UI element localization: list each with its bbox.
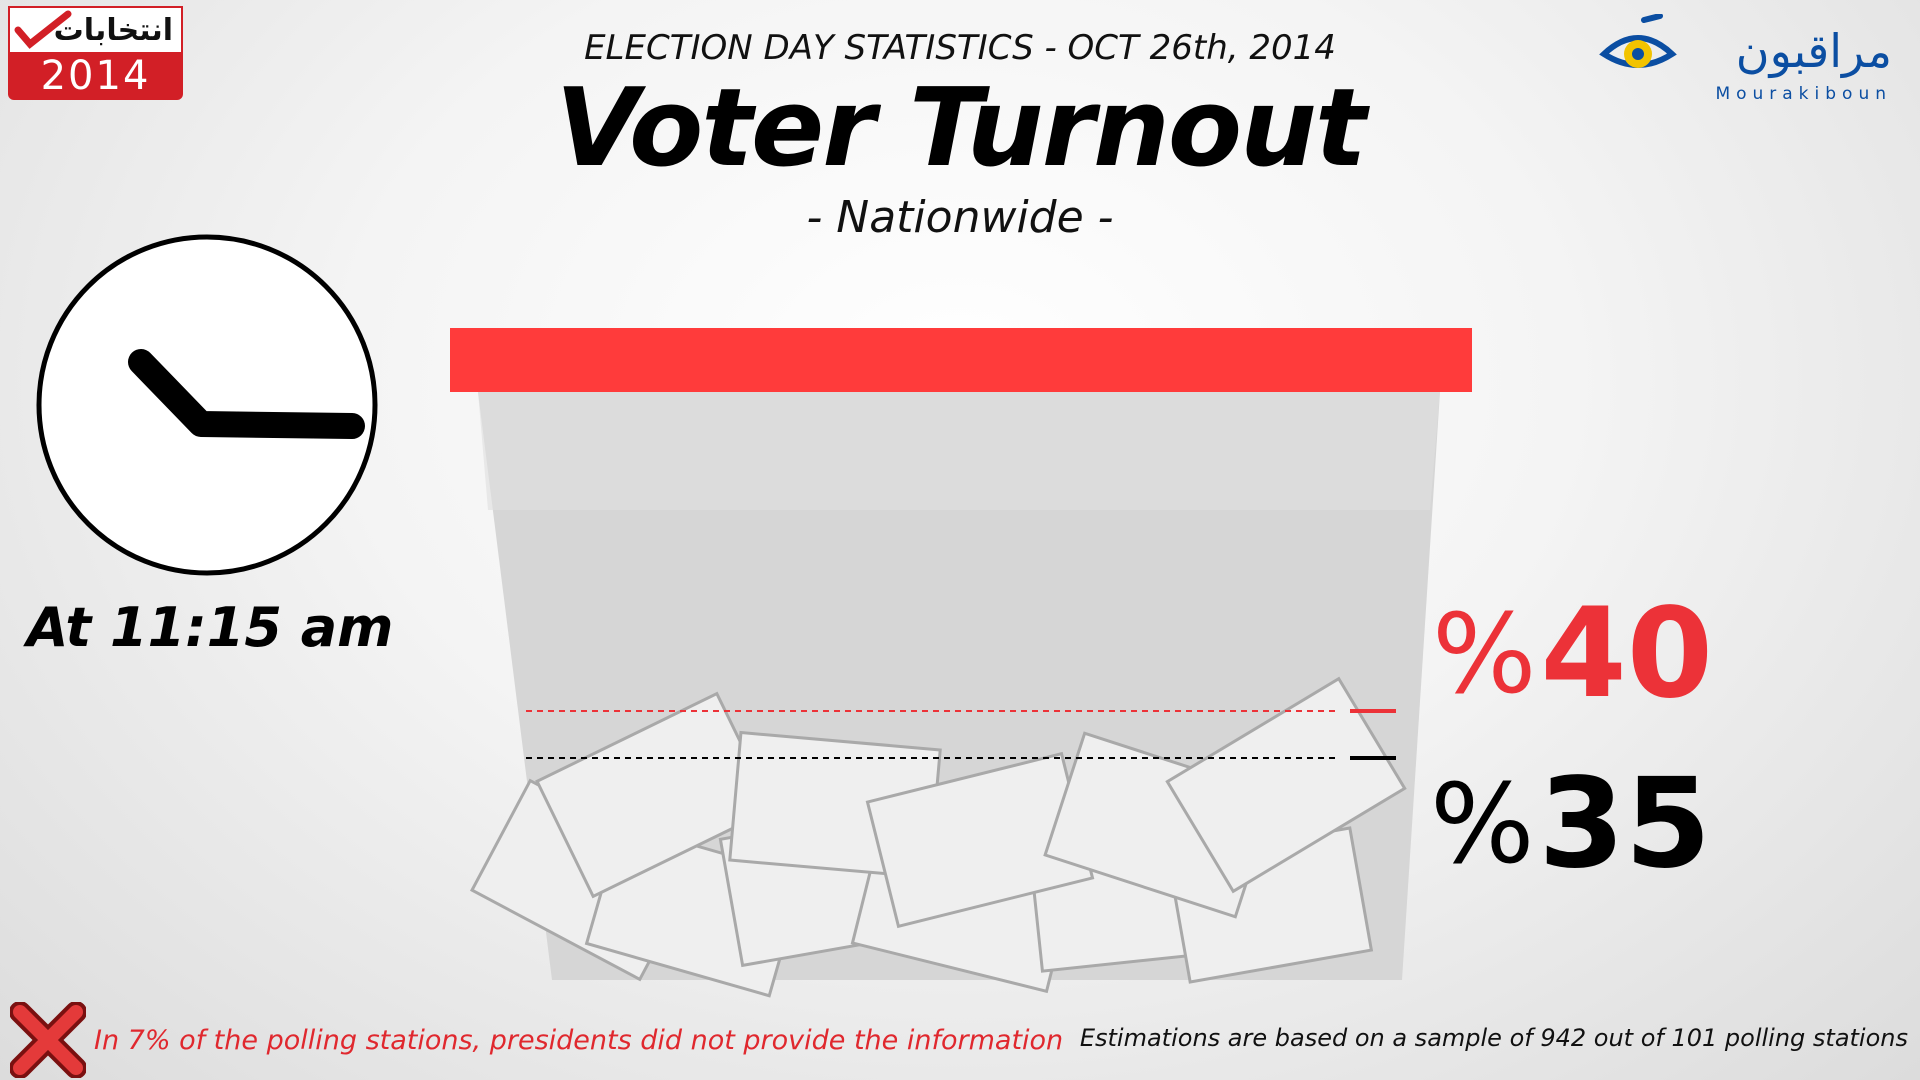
turnout-high-value: % 40 xyxy=(1432,592,1713,716)
time-value: 11:15 am xyxy=(110,596,394,659)
logo-right-latin: Mourakiboun xyxy=(1715,84,1892,104)
red-x-icon xyxy=(10,1002,86,1078)
ballot-box xyxy=(450,328,1472,998)
logo-left-arabic: انتخابات xyxy=(8,6,183,52)
ballot-box-lid xyxy=(450,328,1472,392)
time-prefix: At xyxy=(26,596,92,659)
percent-symbol-low: % xyxy=(1430,760,1535,888)
eye-icon xyxy=(1599,14,1677,68)
turnout-low-value: % 35 xyxy=(1430,762,1711,886)
logo-right-arabic: مراقبون xyxy=(1735,24,1892,78)
scope-label: - Nationwide - xyxy=(806,192,1114,243)
ballot-papers xyxy=(469,676,1407,998)
page-subtitle: ELECTION DAY STATISTICS - OCT 26th, 2014 xyxy=(584,28,1336,68)
mourakiboun-logo: مراقبون Mourakiboun xyxy=(1598,14,1898,110)
clock-icon xyxy=(36,234,378,576)
checkmark-icon xyxy=(14,10,72,49)
logo-left-arabic-text: انتخابات xyxy=(53,12,173,48)
footer-note-missing: In 7% of the polling stations, president… xyxy=(10,1002,1063,1078)
intikhabat-2014-logo: انتخابات 2014 xyxy=(8,6,183,100)
footer-left-text: In 7% of the polling stations, president… xyxy=(94,1024,1064,1056)
turnout-low-number: 35 xyxy=(1538,752,1712,896)
page-title: Voter Turnout xyxy=(555,66,1366,191)
footer-sample-note: Estimations are based on a sample of 942… xyxy=(1079,1024,1908,1052)
percent-symbol-high: % xyxy=(1432,590,1537,718)
time-label: At 11:15 am xyxy=(0,596,420,659)
logo-left-year: 2014 xyxy=(8,52,183,100)
turnout-high-number: 40 xyxy=(1540,582,1714,726)
